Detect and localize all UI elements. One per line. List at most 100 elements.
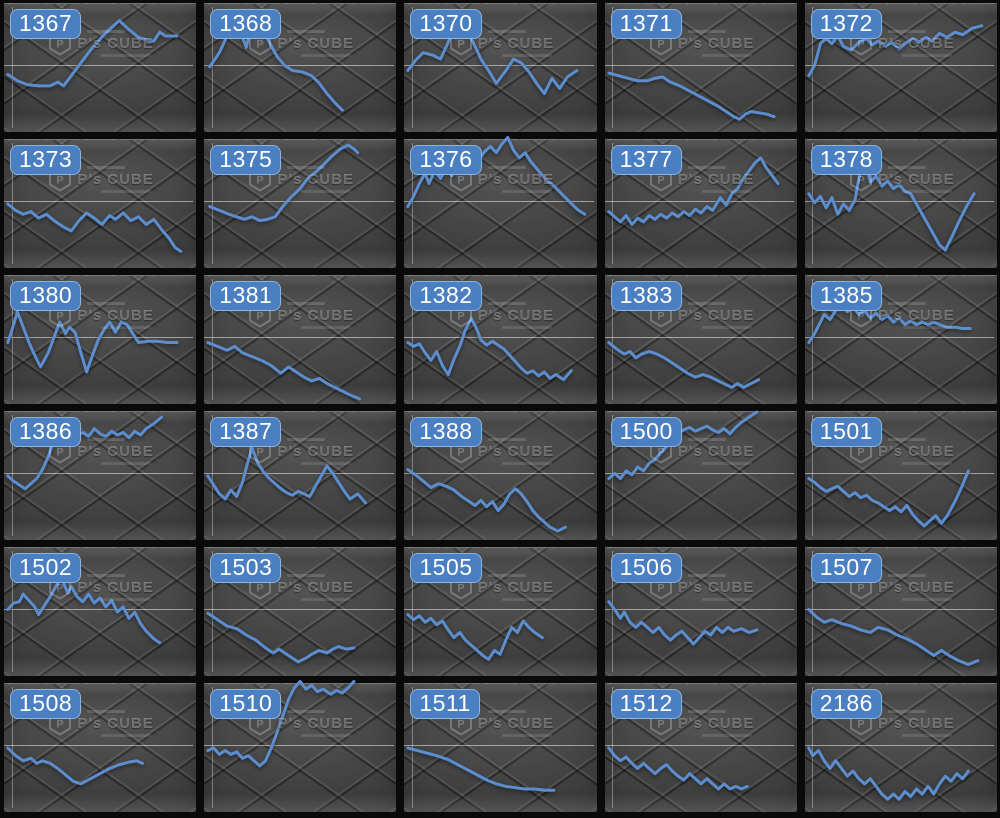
machine-number-badge: 1388: [410, 417, 482, 447]
machine-cell-1512[interactable]: P P's CUBE 1512: [604, 683, 797, 812]
payout-graph-line: [208, 613, 354, 662]
payout-graph-line: [408, 14, 577, 93]
payout-graph-line: [809, 471, 969, 526]
machine-cell-1386[interactable]: P P's CUBE 1386: [4, 411, 197, 540]
machine-cell-1387[interactable]: P P's CUBE 1387: [204, 411, 397, 540]
machine-cell-1375[interactable]: P P's CUBE 1375: [204, 139, 397, 268]
payout-graph: [204, 140, 396, 268]
baseline: [204, 65, 394, 67]
baseline: [804, 201, 995, 203]
machine-number-badge: 1503: [210, 553, 282, 583]
payout-graph-line: [208, 681, 354, 765]
baseline: [4, 609, 194, 611]
machine-cell-1372[interactable]: P P's CUBE 1372: [804, 3, 997, 132]
machine-cell-1371[interactable]: P P's CUBE 1371: [604, 3, 797, 132]
y-axis-line: [211, 6, 213, 129]
machine-number-badge: 1507: [810, 553, 882, 583]
machine-cell-1367[interactable]: P P's CUBE 1367: [4, 3, 197, 132]
machine-cell-2186[interactable]: P P's CUBE 2186: [804, 683, 997, 812]
machine-cell-1501[interactable]: P P's CUBE 1501: [804, 411, 997, 540]
baseline: [604, 473, 794, 475]
payout-graph: [404, 412, 596, 540]
payout-graph-line: [809, 159, 974, 250]
machine-number-badge: 1371: [610, 9, 682, 39]
machine-cell-1505[interactable]: P P's CUBE 1505: [404, 547, 597, 676]
machine-cell-1385[interactable]: P P's CUBE 1385: [804, 275, 997, 404]
y-axis-line: [812, 414, 814, 537]
y-axis-line: [211, 550, 213, 673]
y-axis-line: [211, 142, 213, 265]
machine-cell-1376[interactable]: P P's CUBE 1376: [404, 139, 597, 268]
machine-number-badge: 1385: [810, 281, 882, 311]
payout-graph: [204, 412, 396, 540]
baseline: [804, 609, 995, 611]
payout-graph: [4, 548, 196, 676]
machine-number-badge: 1505: [410, 553, 482, 583]
payout-graph-line: [809, 609, 978, 664]
machine-number-badge: 1511: [410, 689, 480, 719]
machine-cell-1506[interactable]: P P's CUBE 1506: [604, 547, 797, 676]
baseline: [4, 201, 194, 203]
machine-cell-1380[interactable]: P P's CUBE 1380: [4, 275, 197, 404]
payout-graph: [404, 684, 596, 812]
machine-cell-1508[interactable]: P P's CUBE 1508: [4, 683, 197, 812]
payout-graph-line: [210, 145, 358, 221]
y-axis-line: [612, 550, 614, 673]
machine-cell-1507[interactable]: P P's CUBE 1507: [804, 547, 997, 676]
y-axis-line: [11, 278, 13, 401]
baseline: [404, 473, 594, 475]
baseline: [604, 201, 794, 203]
machine-cell-1370[interactable]: P P's CUBE 1370: [404, 3, 597, 132]
machine-cell-1510[interactable]: P P's CUBE 1510: [204, 681, 397, 812]
baseline: [404, 201, 594, 203]
machine-cell-1500[interactable]: P P's CUBE 1500: [604, 411, 797, 540]
y-axis-line: [11, 414, 13, 537]
payout-graph: [204, 548, 396, 676]
payout-graph: [805, 412, 997, 540]
baseline: [204, 745, 394, 747]
machine-number-badge: 1376: [410, 145, 482, 175]
machine-cell-1503[interactable]: P P's CUBE 1503: [204, 547, 397, 676]
machine-cell-1377[interactable]: P P's CUBE 1377: [604, 139, 797, 268]
payout-graph: [805, 276, 997, 404]
machine-number-badge: 1382: [410, 281, 482, 311]
machine-number-badge: 1502: [10, 553, 82, 583]
payout-graph: [404, 4, 596, 132]
payout-graph: [404, 548, 596, 676]
baseline: [604, 609, 794, 611]
payout-graph: [4, 412, 196, 540]
y-axis-line: [612, 686, 614, 809]
machine-cell-1511[interactable]: P P's CUBE 1511: [404, 683, 597, 812]
baseline: [4, 745, 194, 747]
y-axis-line: [612, 142, 614, 265]
payout-graph-line: [8, 417, 162, 489]
payout-graph-line: [608, 343, 758, 388]
machine-cell-1373[interactable]: P P's CUBE 1373: [4, 139, 197, 268]
machine-cell-1383[interactable]: P P's CUBE 1383: [604, 275, 797, 404]
y-axis-line: [812, 142, 814, 265]
machine-cell-1382[interactable]: P P's CUBE 1382: [404, 275, 597, 404]
machine-cell-1502[interactable]: P P's CUBE 1502: [4, 547, 197, 676]
payout-graph: [4, 4, 196, 132]
payout-graph-line: [608, 73, 773, 119]
payout-graph-line: [208, 343, 360, 399]
machine-cell-1381[interactable]: P P's CUBE 1381: [204, 275, 397, 404]
baseline: [604, 745, 794, 747]
machine-cell-1388[interactable]: P P's CUBE 1388: [404, 411, 597, 540]
y-axis-line: [812, 550, 814, 673]
machine-cell-1368[interactable]: P P's CUBE 1368: [204, 3, 397, 132]
machine-cell-1378[interactable]: P P's CUBE 1378: [804, 139, 997, 268]
y-axis-line: [612, 6, 614, 129]
payout-graph-line: [8, 21, 177, 86]
payout-graph: [605, 140, 797, 268]
machine-number-badge: 1501: [810, 417, 882, 447]
y-axis-line: [211, 278, 213, 401]
payout-graph: [805, 140, 997, 268]
baseline: [804, 745, 995, 747]
payout-graph: [605, 548, 797, 676]
payout-graph-line: [809, 304, 970, 342]
y-axis-line: [11, 6, 13, 129]
baseline: [204, 609, 394, 611]
